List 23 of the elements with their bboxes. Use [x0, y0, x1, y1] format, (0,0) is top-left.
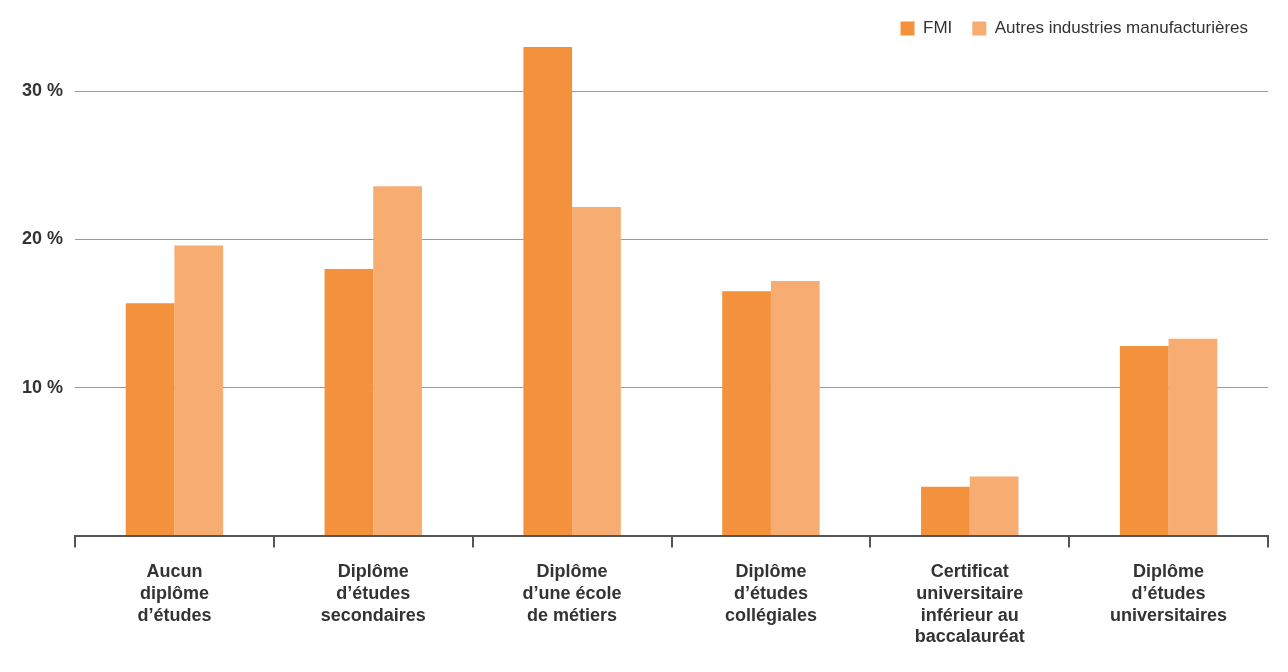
legend-label: Autres industries manufacturières: [994, 18, 1249, 38]
y-tick-label: 20 %: [22, 228, 64, 249]
bar: [969, 476, 1019, 536]
x-tick-label: Aucun diplôme d’études: [137, 561, 212, 625]
y-tick-label: 10 %: [22, 376, 64, 397]
x-tick-label: Diplôme d’une école de métiers: [522, 561, 622, 625]
legend-label: FMI: [923, 18, 953, 38]
bar: [174, 245, 224, 536]
bar: [1168, 338, 1218, 536]
x-tick-label: Certificat universitaire inférieur au baccalauréat: [914, 561, 1025, 647]
bar: [373, 186, 422, 536]
bar: [921, 486, 970, 536]
x-tick-label: Diplôme d’études secondaires: [320, 561, 426, 625]
bar: [722, 291, 771, 536]
y-tick-label: 30 %: [22, 80, 64, 101]
x-tick-label: Diplôme d’études universitaires: [1110, 561, 1228, 625]
bar: [324, 269, 374, 536]
bar: [1119, 346, 1169, 536]
x-tick-label: Diplôme d’études collégiales: [724, 561, 817, 625]
bar: [770, 280, 820, 536]
bar: [125, 303, 175, 536]
bar: [572, 206, 621, 536]
bar: [523, 47, 573, 536]
